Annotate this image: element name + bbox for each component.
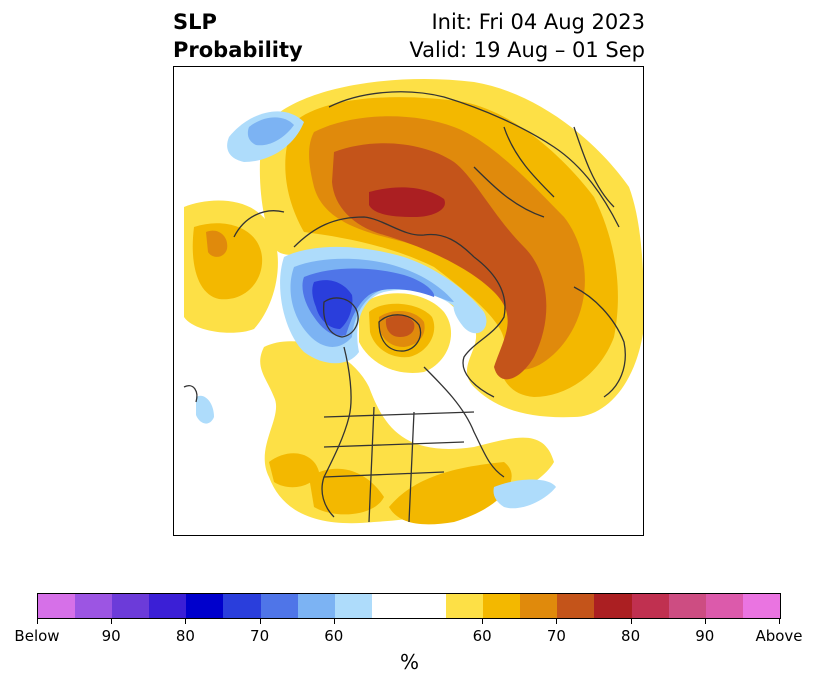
colorbar-segment <box>149 594 187 618</box>
region-alaska-blue2 <box>247 117 294 146</box>
region-atlantic-lightblue <box>493 479 556 509</box>
map-canvas <box>183 79 643 525</box>
colorbar-tick-label: Below <box>14 627 60 645</box>
title-product: Probability <box>173 38 303 62</box>
chart-title: SLP Probability <box>173 8 303 64</box>
region-hudson-rust <box>385 315 415 337</box>
colorbar-tick <box>482 619 484 624</box>
colorbar-segment <box>742 594 780 618</box>
probability-map <box>173 66 644 536</box>
colorbar-tick <box>111 619 113 624</box>
colorbar-tick-label: 60 <box>324 627 344 645</box>
colorbar-segment <box>186 594 224 618</box>
colorbar-ticks: Below 90 80 70 60 60 70 80 90 Above <box>14 619 803 645</box>
colorbar-tick-label: Above <box>755 627 803 645</box>
region-europe-lightblue <box>453 299 486 334</box>
colorbar-tick <box>259 619 261 624</box>
colorbar-tick <box>556 619 558 624</box>
region-canada-blue4 <box>312 280 353 329</box>
colorbar-segment <box>371 594 409 618</box>
colorbar-tick <box>779 619 780 624</box>
colorbar-tick-label: 90 <box>695 627 715 645</box>
region-east-gold <box>389 462 512 525</box>
colorbar-segment <box>446 594 484 618</box>
colorbar-segment <box>408 594 447 618</box>
colorbar-unit: % <box>399 650 419 674</box>
colorbar-tick <box>185 619 187 624</box>
colorbar-segment <box>260 594 298 618</box>
colorbar-segment <box>557 594 595 618</box>
title-variable: SLP <box>173 10 217 34</box>
region-westcoast-gold <box>269 453 319 488</box>
chart-dates: Init: Fri 04 Aug 2023 Valid: 19 Aug – 01… <box>409 8 645 64</box>
colorbar-segment <box>223 594 261 618</box>
colorbar <box>37 593 781 619</box>
colorbar-tick-label: 90 <box>101 627 121 645</box>
colorbar-tick-label: 70 <box>250 627 270 645</box>
colorbar-tick-label: 60 <box>472 627 492 645</box>
probability-shading <box>184 79 643 525</box>
colorbar-tick <box>37 619 38 624</box>
valid-period: Valid: 19 Aug – 01 Sep <box>409 38 645 62</box>
colorbar-segment <box>705 594 743 618</box>
colorbar-segment <box>297 594 335 618</box>
colorbar-segment <box>631 594 669 618</box>
colorbar-segment <box>112 594 150 618</box>
colorbar-segment <box>594 594 632 618</box>
colorbar-segment <box>75 594 113 618</box>
colorbar-tick <box>333 619 335 624</box>
colorbar-tick-label: 70 <box>546 627 566 645</box>
colorbar-tick-label: 80 <box>621 627 641 645</box>
region-na-gold <box>309 468 384 515</box>
colorbar-segment <box>668 594 706 618</box>
colorbar-tick <box>704 619 706 624</box>
coastlines <box>183 91 626 523</box>
init-date: Init: Fri 04 Aug 2023 <box>431 10 645 34</box>
colorbar-segment <box>334 594 372 618</box>
colorbar-segment <box>38 594 76 618</box>
region-pacific-orange <box>206 230 228 257</box>
colorbar-tick-label: 80 <box>175 627 195 645</box>
region-pacific-lightblue <box>196 395 214 424</box>
colorbar-segment <box>520 594 558 618</box>
colorbar-tick <box>630 619 632 624</box>
colorbar-segment <box>483 594 521 618</box>
region-arctic-darkred <box>369 187 445 217</box>
